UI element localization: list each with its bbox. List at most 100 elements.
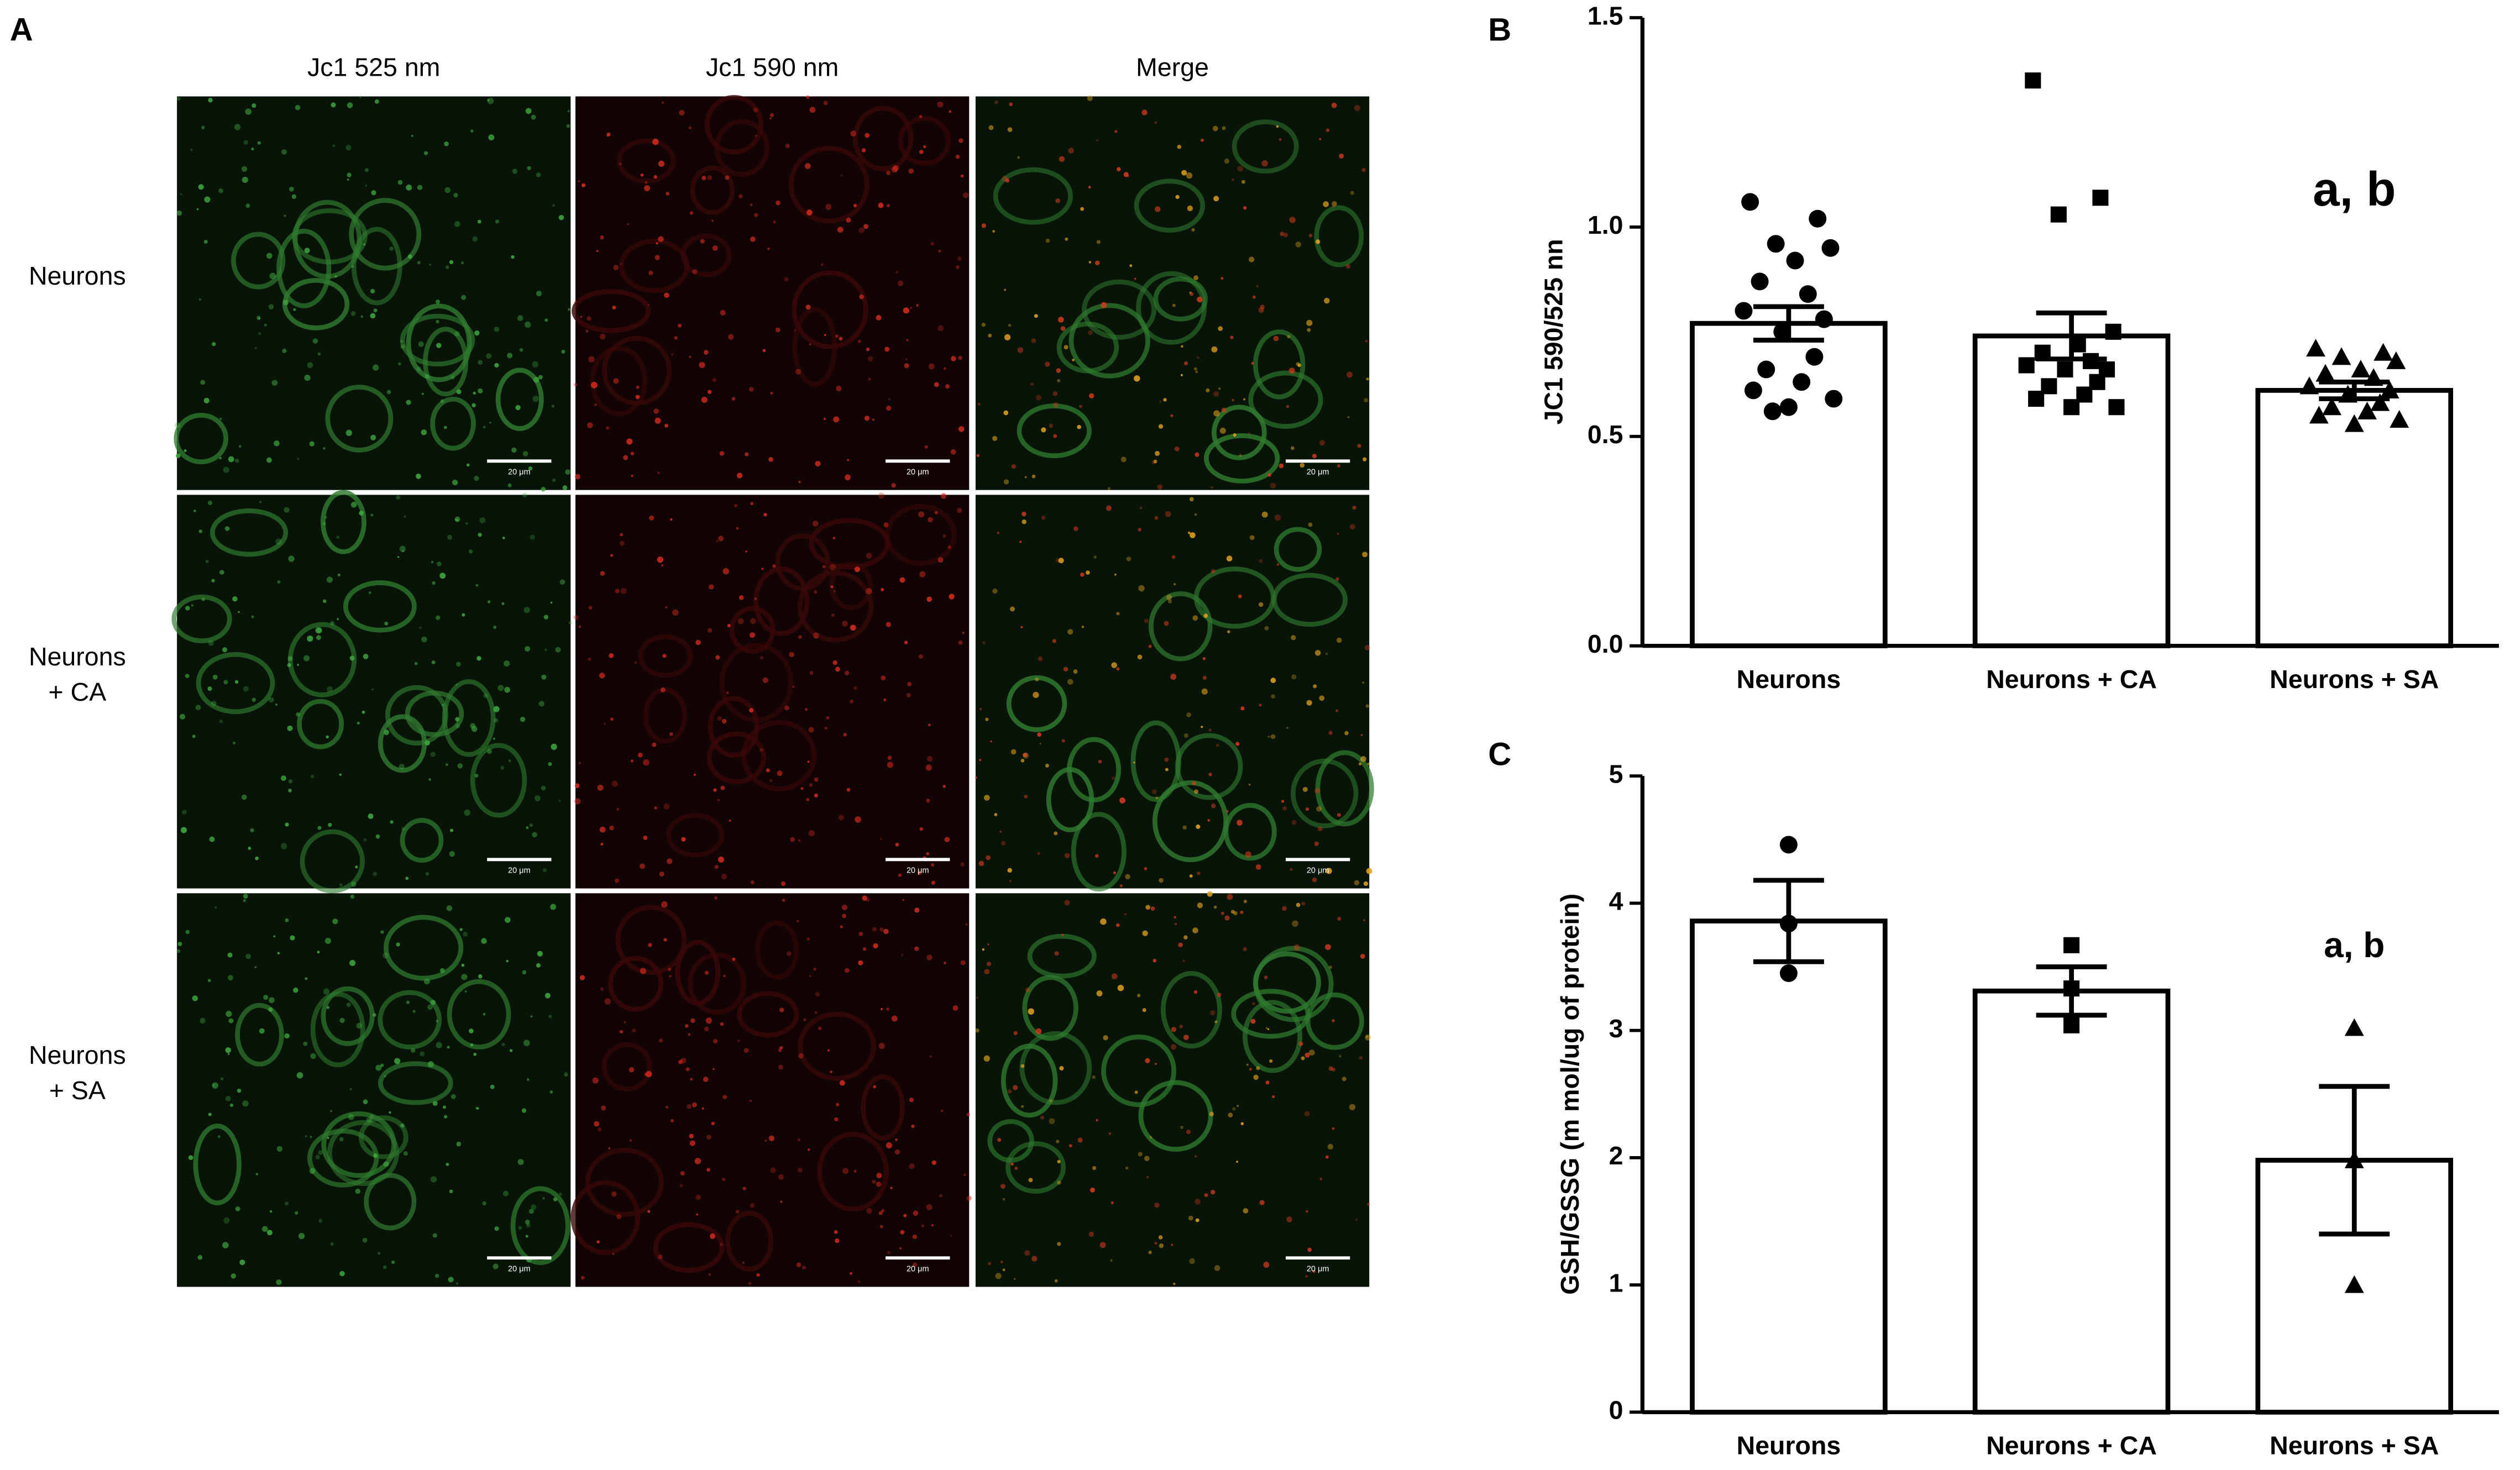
speck xyxy=(455,723,460,728)
cell xyxy=(406,303,472,382)
speck xyxy=(835,334,839,338)
speck xyxy=(1165,511,1171,517)
speck xyxy=(822,565,826,569)
speck xyxy=(1086,570,1090,575)
speck xyxy=(895,843,899,847)
speck xyxy=(573,382,578,387)
speck xyxy=(1291,674,1297,680)
speck xyxy=(522,492,527,498)
speck xyxy=(604,998,611,1005)
speck xyxy=(1049,423,1054,428)
row-label: Neurons xyxy=(29,261,126,290)
speck xyxy=(1067,679,1073,685)
speck xyxy=(881,675,886,681)
speck xyxy=(555,647,561,653)
speck xyxy=(717,799,720,801)
speck xyxy=(1197,872,1201,875)
speck xyxy=(229,1103,234,1107)
data-point xyxy=(1751,272,1769,291)
speck xyxy=(770,392,773,395)
speck xyxy=(894,1149,900,1155)
speck xyxy=(706,1135,711,1140)
data-point xyxy=(2344,414,2364,432)
speck xyxy=(277,580,281,584)
speck xyxy=(417,185,423,190)
speck xyxy=(523,607,530,613)
speck xyxy=(949,110,952,113)
speck xyxy=(658,1038,663,1043)
speck xyxy=(504,917,511,923)
speck xyxy=(1110,1259,1113,1262)
speck xyxy=(917,870,922,875)
speck xyxy=(580,316,583,318)
speck xyxy=(1052,639,1057,643)
speck xyxy=(942,785,946,788)
bar xyxy=(1690,321,1888,649)
speck xyxy=(449,828,454,832)
micrograph-texture xyxy=(570,895,972,1285)
data-point xyxy=(2028,391,2045,407)
speck xyxy=(931,1224,934,1227)
speck xyxy=(396,495,401,500)
speck xyxy=(373,308,378,313)
speck xyxy=(1201,688,1208,695)
speck xyxy=(853,1169,857,1173)
speck xyxy=(934,511,938,514)
speck xyxy=(234,680,239,684)
speck xyxy=(1258,602,1264,607)
speck xyxy=(792,685,795,688)
speck xyxy=(461,295,467,300)
speck xyxy=(1172,303,1176,307)
speck xyxy=(805,708,808,711)
speck xyxy=(191,604,193,607)
speck xyxy=(1077,1137,1083,1143)
speck xyxy=(864,416,870,421)
speck xyxy=(322,521,326,526)
speck xyxy=(259,1028,265,1034)
speck xyxy=(809,671,814,675)
speck xyxy=(287,663,291,668)
speck xyxy=(1150,906,1155,911)
speck xyxy=(1063,666,1068,672)
speck xyxy=(334,275,337,278)
speck xyxy=(494,1226,499,1231)
speck xyxy=(720,309,726,316)
data-point xyxy=(1744,381,1762,400)
speck xyxy=(1337,916,1342,921)
speck xyxy=(411,1048,416,1053)
speck xyxy=(1008,324,1012,327)
speck xyxy=(544,318,548,322)
speck xyxy=(1049,1099,1053,1102)
speck xyxy=(982,948,985,951)
speck xyxy=(295,104,301,111)
cell xyxy=(570,1180,641,1255)
speck xyxy=(266,1230,273,1236)
cell xyxy=(792,307,837,387)
speck xyxy=(507,483,512,487)
speck xyxy=(1269,1059,1273,1063)
speck xyxy=(787,951,792,957)
speck xyxy=(805,305,811,310)
cell xyxy=(470,743,527,818)
speck xyxy=(891,1015,898,1022)
speck xyxy=(647,1210,651,1213)
speck xyxy=(806,937,810,941)
speck xyxy=(1002,176,1008,182)
speck xyxy=(212,674,218,680)
speck xyxy=(512,169,518,174)
speck xyxy=(421,429,427,435)
speck xyxy=(518,1226,522,1230)
speck xyxy=(797,1138,801,1142)
speck xyxy=(259,501,262,503)
speck xyxy=(297,664,299,666)
speck xyxy=(449,1189,453,1194)
speck xyxy=(890,1186,893,1189)
speck xyxy=(820,263,824,266)
speck xyxy=(1331,102,1337,108)
speck xyxy=(657,471,660,474)
speck xyxy=(1364,645,1370,650)
speck xyxy=(1350,191,1354,195)
speck xyxy=(1210,1010,1216,1016)
speck xyxy=(532,832,538,838)
speck xyxy=(1232,398,1235,402)
